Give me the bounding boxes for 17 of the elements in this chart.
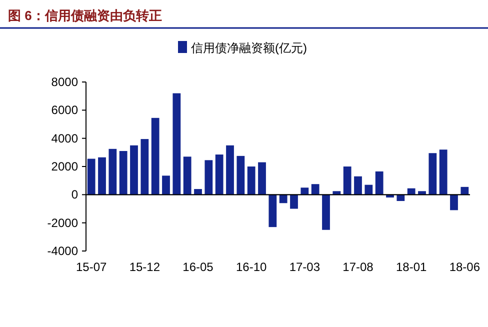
x-tick-label: 17-03 bbox=[289, 260, 320, 274]
x-tick-label: 17-08 bbox=[342, 260, 374, 274]
title: 图 6：信用债融资由负转正 bbox=[8, 8, 162, 23]
x-tick-label: 15-07 bbox=[76, 260, 107, 274]
y-tick-label: 6000 bbox=[51, 103, 78, 118]
y-tick-label: -2000 bbox=[47, 216, 78, 230]
x-tick-label: 16-10 bbox=[236, 260, 267, 274]
y-tick-label: 4000 bbox=[51, 131, 78, 146]
x-tick-label: 15-12 bbox=[129, 260, 160, 274]
x-tick-label: 18-01 bbox=[396, 260, 427, 274]
x-tick-label: 16-05 bbox=[182, 260, 214, 274]
x-tick-label: 18-06 bbox=[449, 260, 480, 274]
legend-label: 信用债净融资额(亿元) bbox=[191, 41, 307, 55]
y-tick-label: 2000 bbox=[51, 160, 78, 174]
y-tick-label: 8000 bbox=[51, 75, 78, 89]
y-tick-label: 0 bbox=[71, 188, 78, 202]
y-tick-label: -4000 bbox=[47, 244, 78, 258]
